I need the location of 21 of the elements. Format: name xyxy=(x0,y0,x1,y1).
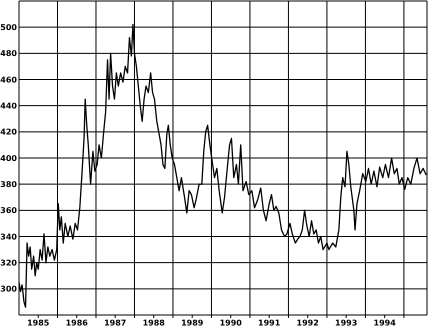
x-tick-label: 1990 xyxy=(220,318,242,328)
y-tick-label: 500 xyxy=(0,23,18,32)
x-tick-label: 1992 xyxy=(296,318,319,328)
y-tick-label: 320 xyxy=(0,258,18,268)
y-tick-label: 400 xyxy=(0,154,18,163)
y-tick-label: 460 xyxy=(0,75,18,84)
y-tick-label: 480 xyxy=(0,49,18,58)
y-tick-label: 420 xyxy=(0,128,18,137)
x-tick-label: 1986 xyxy=(66,318,88,328)
x-tick-label: 1987 xyxy=(104,318,126,328)
y-tick-label: 360 xyxy=(0,206,18,216)
y-tick-label: 440 xyxy=(0,102,18,111)
y-tick-label: 300 xyxy=(0,284,18,294)
x-tick-label: 1989 xyxy=(181,318,204,328)
x-tick-label: 1985 xyxy=(27,318,50,328)
x-tick-label: 1991 xyxy=(258,318,281,328)
x-tick-label: 1994 xyxy=(374,318,396,328)
x-tick-label: 1993 xyxy=(335,318,358,328)
y-tick-label: 340 xyxy=(0,232,18,242)
y-tick-label: 380 xyxy=(0,180,18,190)
x-tick-label: 1988 xyxy=(142,318,166,328)
